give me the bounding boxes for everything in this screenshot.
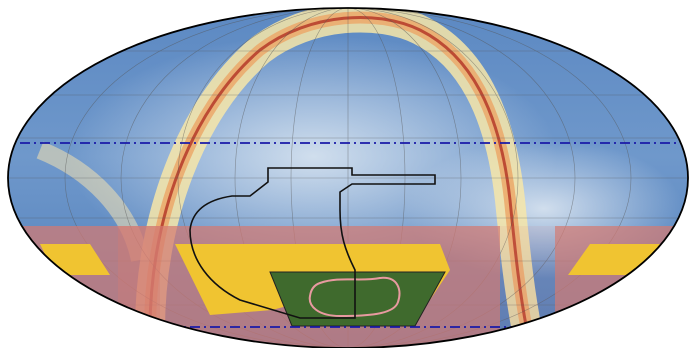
southern-band-gap bbox=[118, 226, 160, 348]
emission-band-core bbox=[148, 16, 532, 346]
southern-band-gap-right bbox=[500, 226, 555, 348]
black-footprint-outline bbox=[189, 167, 436, 319]
map-outline bbox=[7, 7, 689, 348]
